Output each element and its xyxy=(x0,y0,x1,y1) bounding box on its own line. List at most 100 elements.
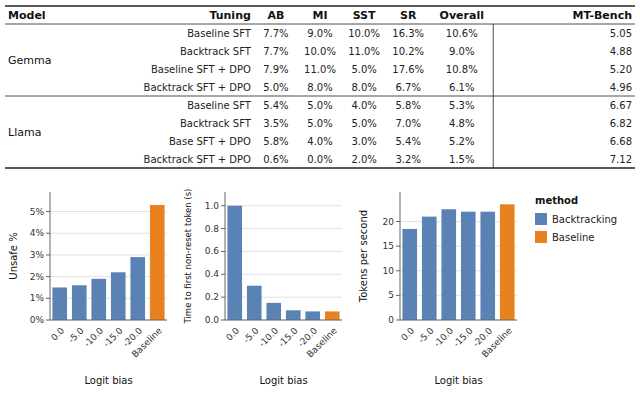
bar xyxy=(422,217,437,320)
grid-line xyxy=(225,228,342,229)
tick-mark xyxy=(396,320,400,321)
grid-line xyxy=(400,246,517,247)
y-axis-title: Time to first non-reset token (s) xyxy=(183,189,193,325)
bar-chart: 051015200.0-5.0-10.0-15.0-20.0BaselineLo… xyxy=(358,192,518,386)
grid-line xyxy=(225,274,342,275)
table-header: MT-Bench xyxy=(573,9,632,22)
y-axis xyxy=(50,192,51,320)
table-separator xyxy=(493,24,494,168)
table-cell: 10.0% xyxy=(304,46,336,57)
bars xyxy=(402,204,514,320)
category-label: -10.0 xyxy=(432,325,456,349)
grid-line xyxy=(50,211,167,212)
table-cell: Backtrack SFT xyxy=(180,118,252,129)
tick-label: 0.4 xyxy=(205,269,220,279)
table-cell: 4.96 xyxy=(610,82,632,93)
table-cell: 0.6% xyxy=(263,154,288,165)
grid-line xyxy=(50,276,167,277)
table-cell: Baseline SFT xyxy=(187,100,252,111)
tick-label: 15 xyxy=(383,241,394,251)
grid-line xyxy=(400,221,517,222)
table-cell: 4.0% xyxy=(307,136,332,147)
table-cell: 16.3% xyxy=(392,28,424,39)
table-cell: 5.3% xyxy=(449,100,474,111)
table-cell: Backtrack SFT + DPO xyxy=(144,82,251,93)
table-cell: 7.7% xyxy=(263,46,288,57)
x-axis-title: Logit bias xyxy=(84,375,132,386)
tick-mark xyxy=(46,211,50,212)
x-axis-title: Logit bias xyxy=(434,375,482,386)
table-cell: Backtrack SFT + DPO xyxy=(144,154,251,165)
tick-mark xyxy=(46,254,50,255)
tick-mark xyxy=(221,251,225,252)
legend-title: method xyxy=(535,195,578,206)
legend-entry: Baseline xyxy=(552,232,594,243)
x-axis xyxy=(225,320,342,321)
table-cell: 0.0% xyxy=(307,154,332,165)
x-axis xyxy=(400,320,517,321)
bar xyxy=(305,311,320,320)
category-label: Baseline xyxy=(305,325,339,359)
table-cell: 9.0% xyxy=(307,28,332,39)
table-cell: 5.0% xyxy=(351,64,376,75)
table-cell: 1.5% xyxy=(449,154,474,165)
grid-line xyxy=(50,254,167,255)
category-label: 0.0 xyxy=(224,325,241,342)
table-cell: 11.0% xyxy=(304,64,336,75)
bar xyxy=(480,212,495,320)
table-cell: 7.12 xyxy=(610,154,632,165)
tick-label: 0.0 xyxy=(205,315,220,325)
table-header: SR xyxy=(400,9,417,22)
table-cell: Baseline SFT xyxy=(187,28,252,39)
table-header: AB xyxy=(267,9,284,22)
bar xyxy=(91,279,106,320)
table-cell: 3.0% xyxy=(351,136,376,147)
y-axis-title: Unsafe % xyxy=(8,232,19,279)
table-cell: 10.0% xyxy=(348,28,380,39)
table-group: Gemma xyxy=(8,54,51,67)
table-cell: 5.4% xyxy=(395,136,420,147)
table-cell: 5.0% xyxy=(307,100,332,111)
table-cell: 10.2% xyxy=(392,46,424,57)
table-cell: 5.0% xyxy=(263,82,288,93)
table-header: Tuning xyxy=(209,9,250,22)
table-cell: 6.82 xyxy=(610,118,632,129)
tick-label: 4% xyxy=(30,228,45,238)
table-cell: 2.0% xyxy=(351,154,376,165)
tick-label: 1.0 xyxy=(205,201,220,211)
bar xyxy=(150,205,165,320)
table-cell: 5.2% xyxy=(449,136,474,147)
table-cell: Baseline SFT + DPO xyxy=(151,64,251,75)
table-cell: 5.20 xyxy=(610,64,632,75)
tick-label: 0% xyxy=(30,315,45,325)
table-cell: 3.5% xyxy=(263,118,288,129)
tick-label: 0.8 xyxy=(205,224,220,234)
bar xyxy=(461,212,476,320)
tick-mark xyxy=(46,298,50,299)
tick-label: 2% xyxy=(30,272,45,282)
table: ModelTuningABMISSTSROverallMT-BenchBasel… xyxy=(5,6,635,168)
table-cell: 5.8% xyxy=(395,100,420,111)
table-rule xyxy=(5,5,635,6)
bar xyxy=(500,204,515,320)
table-rule xyxy=(5,167,635,168)
tick-mark xyxy=(221,320,225,321)
table-cell: 5.0% xyxy=(351,118,376,129)
tick-mark xyxy=(396,221,400,222)
tick-label: 1% xyxy=(30,293,45,303)
legend: methodBacktrackingBaseline xyxy=(535,195,617,244)
bar-chart: 0%1%2%3%4%5%0.0-5.0-10.0-15.0-20.0Baseli… xyxy=(8,192,168,386)
table-cell: 6.67 xyxy=(610,100,632,111)
category-label: -15.0 xyxy=(451,325,475,349)
grid-line xyxy=(400,320,517,321)
table-rule xyxy=(5,96,635,97)
bar-chart: 0.00.20.40.60.81.00.0-5.0-10.0-15.0-20.0… xyxy=(183,189,342,386)
table-cell: 3.2% xyxy=(395,154,420,165)
table-cell: 5.05 xyxy=(610,28,632,39)
figure: ModelTuningABMISSTSROverallMT-BenchBasel… xyxy=(0,0,640,413)
table-cell: 6.1% xyxy=(449,82,474,93)
table-cell: 5.0% xyxy=(307,118,332,129)
table-cell: 11.0% xyxy=(348,46,380,57)
tick-mark xyxy=(221,297,225,298)
tick-label: 0.6 xyxy=(205,246,220,256)
